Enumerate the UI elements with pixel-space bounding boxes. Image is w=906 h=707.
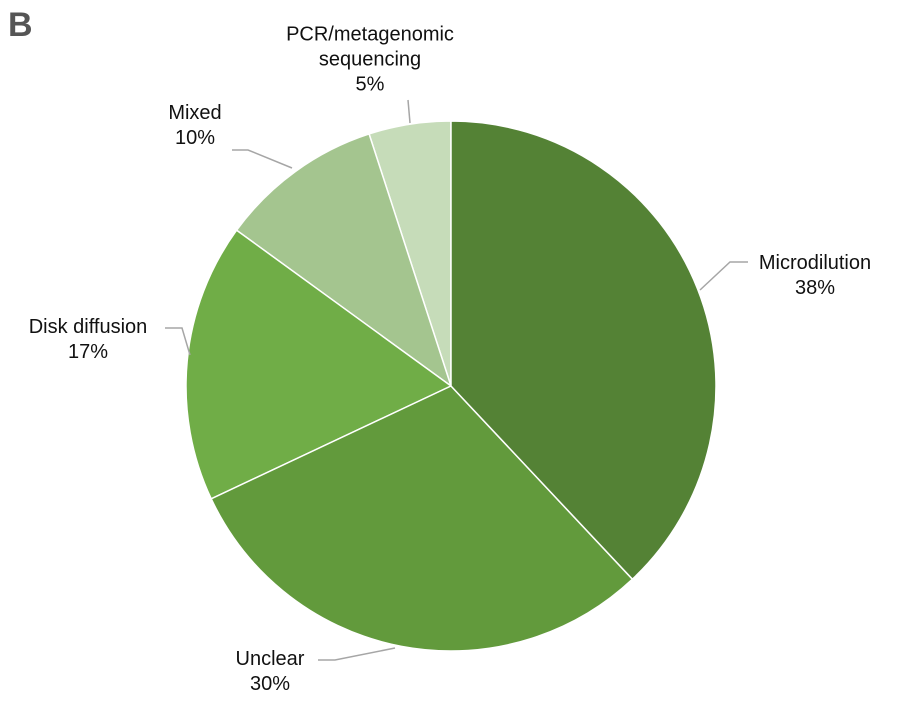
pie-slice <box>235 133 453 388</box>
value-label: 17% <box>67 341 109 363</box>
value-label: 30% <box>249 673 291 695</box>
leader-lines <box>165 99 748 661</box>
slice-label: Microdilution 38% <box>715 251 906 301</box>
value-label: 38% <box>794 277 836 299</box>
leader-line <box>165 327 191 356</box>
value-label: 10% <box>174 127 216 149</box>
pie-slice <box>185 229 453 500</box>
leader-line <box>318 647 396 661</box>
category-label: Microdilution <box>758 252 872 274</box>
category-label: Disk diffusion <box>28 316 148 338</box>
slice-label: Disk diffusion 17% <box>0 315 188 365</box>
pie-slice <box>210 385 634 652</box>
leader-line <box>407 99 411 124</box>
slice-label: PCR/metagenomic sequencing 5% <box>270 23 470 98</box>
slice-label: Mixed 10% <box>95 101 295 151</box>
value-label: 5% <box>355 73 385 96</box>
category-label: Mixed <box>168 102 222 124</box>
leader-line <box>699 261 748 291</box>
pie-slice <box>450 120 717 581</box>
category-label: Unclear <box>235 648 305 670</box>
leader-line <box>232 149 293 169</box>
category-label: PCR/metagenomic sequencing <box>286 23 454 71</box>
slice-label: Unclear 30% <box>170 647 370 697</box>
panel-label: B <box>8 6 33 44</box>
